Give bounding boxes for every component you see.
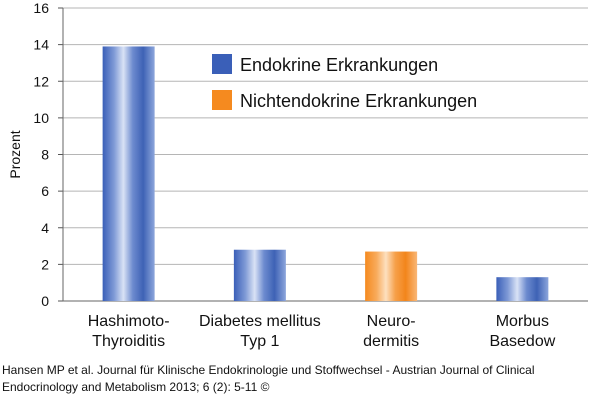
y-tick-label: 8 [41, 147, 49, 163]
legend: Endokrine Erkrankungen Nichtendokrine Erk… [212, 54, 477, 111]
x-category-label-line: dermitis [363, 333, 419, 350]
y-tick-label: 10 [33, 110, 49, 126]
bar [102, 46, 155, 301]
y-tick-label: 0 [41, 293, 49, 309]
bar [496, 277, 549, 301]
y-tick-label: 14 [33, 37, 49, 53]
bar-chart: 0 2 4 6 8 10 12 14 16 Hashimoto- Thyroiditis Diabe… [7, 0, 588, 350]
x-category-label-line: Typ 1 [240, 333, 279, 350]
x-category-label-line: Hashimoto- [88, 313, 170, 330]
y-axis-label: Prozent [7, 130, 23, 178]
y-tick-labels: 0 2 4 6 8 10 12 14 16 [33, 0, 49, 309]
y-tick-label: 6 [41, 183, 49, 199]
caption-line-1: Hansen MP et al. Journal für Klinische E… [2, 363, 535, 377]
x-category-labels: Hashimoto- Thyroiditis Diabetes mellitus Ty… [88, 313, 556, 350]
y-tick-label: 12 [33, 73, 49, 89]
x-category-label: Morbus Basedow [489, 313, 555, 350]
y-tick-label: 16 [33, 0, 49, 16]
x-category-label-line: Diabetes mellitus [199, 313, 321, 330]
y-tick-label: 4 [41, 220, 49, 236]
x-category-label-line: Neuro- [367, 313, 416, 330]
legend-swatch [212, 90, 232, 110]
bar [233, 249, 286, 301]
x-category-label: Hashimoto- Thyroiditis [88, 313, 170, 350]
x-category-label-line: Morbus [496, 313, 549, 330]
legend-label: Endokrine Erkrankungen [240, 55, 438, 75]
source-caption: Hansen MP et al. Journal für Klinische E… [2, 362, 582, 396]
bars [102, 46, 549, 301]
caption-line-2: Endocrinology and Metabolism 2013; 6 (2)… [2, 380, 270, 394]
x-category-label-line: Thyroiditis [92, 333, 165, 350]
bar [365, 251, 418, 301]
y-tick-label: 2 [41, 256, 49, 272]
legend-swatch [212, 54, 232, 74]
x-category-label-line: Basedow [489, 333, 555, 350]
legend-label: Nichtendokrine Erkrankungen [240, 91, 477, 111]
x-category-label: Neuro-dermitis [363, 313, 419, 350]
x-category-label: Diabetes mellitus Typ 1 [199, 313, 321, 350]
